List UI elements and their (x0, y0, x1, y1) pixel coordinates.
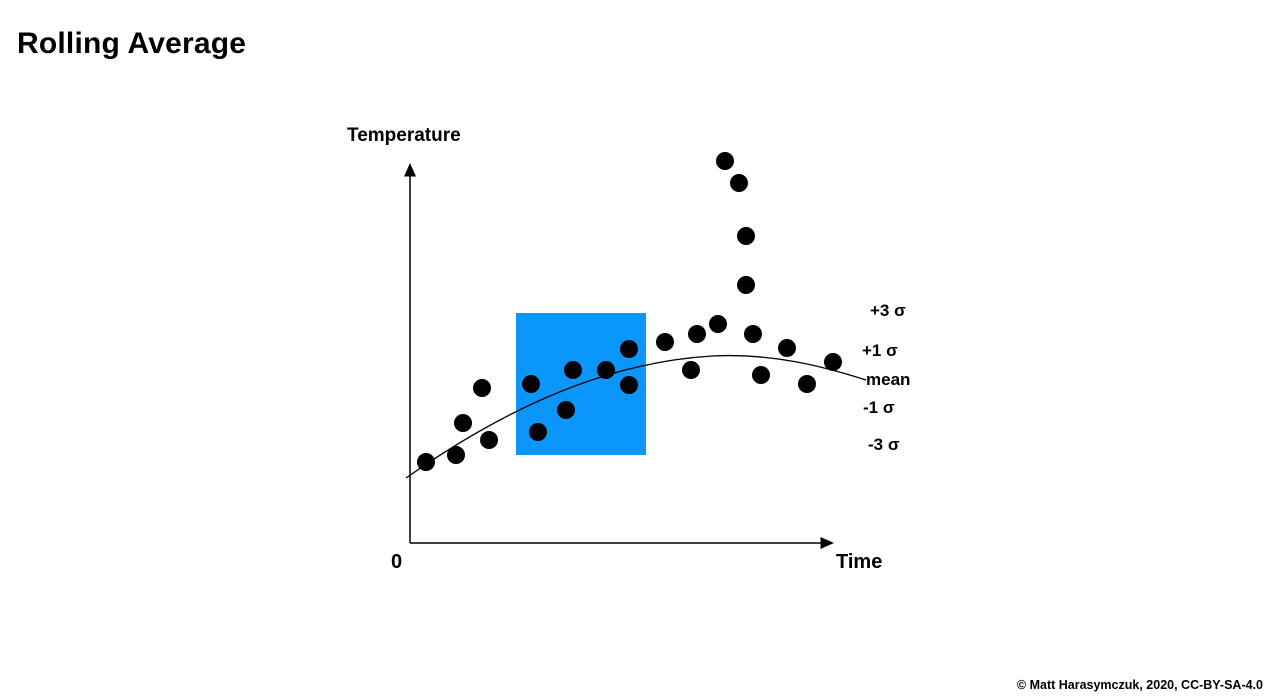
annotation-plus-3-sigma: +3 σ (870, 301, 906, 320)
data-point (564, 361, 582, 379)
data-point (737, 276, 755, 294)
data-point (737, 227, 755, 245)
data-point (752, 366, 770, 384)
annotation-minus-1-sigma: -1 σ (863, 398, 895, 417)
data-point (744, 325, 762, 343)
data-point (716, 152, 734, 170)
data-point (522, 375, 540, 393)
copyright-notice: © Matt Harasymczuk, 2020, CC-BY-SA-4.0 (1016, 678, 1263, 692)
data-point (417, 453, 435, 471)
data-point (730, 174, 748, 192)
data-point (798, 375, 816, 393)
data-point (824, 353, 842, 371)
data-point (529, 423, 547, 441)
data-point (778, 339, 796, 357)
data-point (597, 361, 615, 379)
data-point (682, 361, 700, 379)
data-point (656, 333, 674, 351)
data-point (473, 379, 491, 397)
data-point (557, 401, 575, 419)
data-point (620, 340, 638, 358)
y-axis-title: Temperature (347, 125, 461, 146)
x-axis-title: Time (836, 551, 883, 573)
mean-curve (405, 354, 867, 479)
data-point (454, 414, 472, 432)
annotation-plus-1-sigma: +1 σ (862, 341, 898, 360)
origin-label: 0 (391, 551, 403, 573)
data-point (620, 376, 638, 394)
data-point (688, 325, 706, 343)
data-point (480, 431, 498, 449)
annotation-minus-3-sigma: -3 σ (868, 435, 900, 454)
data-point (447, 446, 465, 464)
annotation-mean: mean (866, 370, 911, 389)
data-point (709, 315, 727, 333)
page-title: Rolling Average (17, 27, 247, 60)
